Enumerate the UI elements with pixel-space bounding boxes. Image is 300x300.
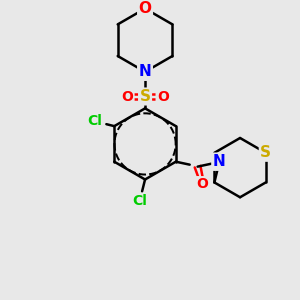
Text: S: S: [260, 145, 271, 160]
Text: O: O: [139, 1, 152, 16]
Text: O: O: [157, 89, 169, 103]
Text: N: N: [213, 154, 226, 169]
Text: N: N: [213, 154, 226, 169]
Text: Cl: Cl: [133, 194, 148, 208]
Text: N: N: [139, 64, 152, 79]
Text: S: S: [140, 89, 151, 104]
Text: O: O: [121, 89, 133, 103]
Text: N: N: [139, 64, 152, 79]
Text: O: O: [196, 177, 208, 191]
Text: Cl: Cl: [87, 114, 102, 128]
